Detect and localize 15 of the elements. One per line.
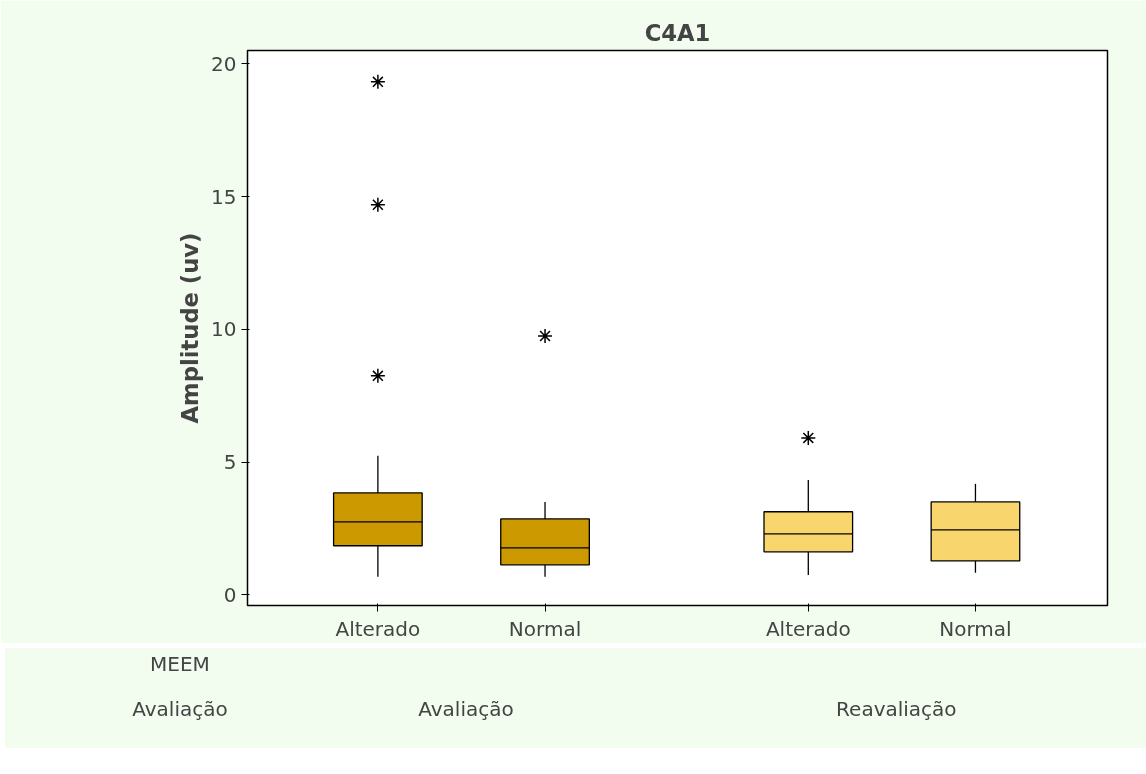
y-tick-label: 10 [211,317,237,342]
text: Reavaliação [835,696,958,723]
text: Avaliação [417,696,515,723]
y-axis-title: Amplitude (uv) [177,232,204,424]
chart-title: C4A1 [644,19,711,46]
x-tick-label: Alterado [335,616,421,641]
y-tick-label: 5 [223,450,237,475]
y-tick-label: 15 [211,184,237,209]
x-tick-label: Normal [939,616,1012,641]
y-tick-label: 20 [211,51,237,76]
text: Avaliação [131,696,229,723]
y-tick-label: 0 [223,582,237,607]
x-tick-label: Alterado [765,616,851,641]
text: MEEM [149,651,211,678]
x-tick-label: Normal [508,616,582,641]
